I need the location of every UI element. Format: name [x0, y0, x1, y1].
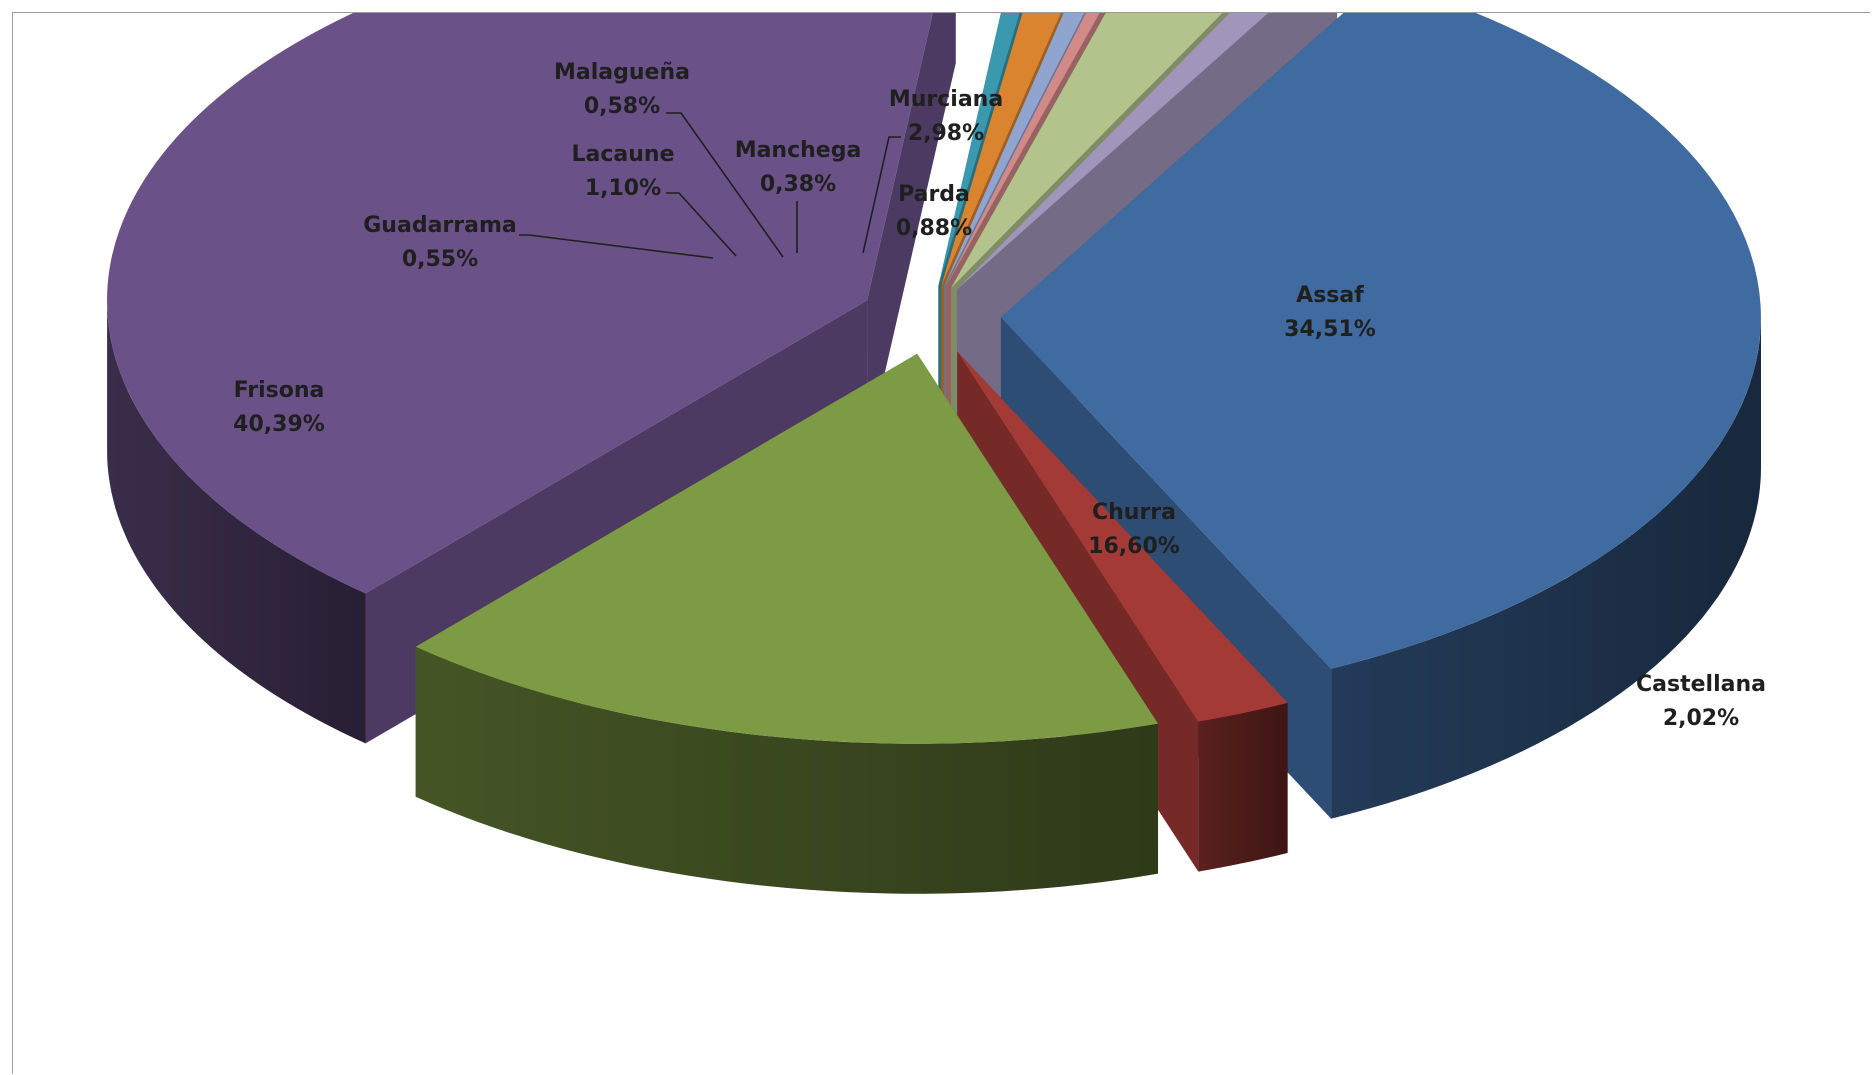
label-name-manchega: Manchega: [735, 138, 862, 163]
label-value-churra: 16,60%: [1088, 534, 1180, 559]
slice-top-castellana: [957, 351, 1288, 722]
label-name-guadarrama: Guadarrama: [363, 213, 516, 238]
label-name-frisona: Frisona: [234, 378, 325, 403]
slice-top-malaguea: [944, 13, 1085, 287]
slice-top-churra: [415, 353, 1158, 744]
leader-lacaune: [666, 192, 737, 257]
label-value-lacaune: 1,10%: [585, 176, 661, 201]
label-value-murciana: 2,98%: [908, 121, 984, 146]
slice-assaf: [1000, 13, 1761, 819]
label-name-parda: Parda: [898, 182, 970, 207]
label-value-manchega: 0,38%: [760, 172, 836, 197]
label-name-malaguena: Malagueña: [554, 60, 690, 85]
label-name-churra: Churra: [1092, 500, 1176, 525]
slice-wall-shade-assaf: [1331, 317, 1761, 819]
slice-wall-shade-churra: [415, 646, 1158, 894]
slice-wall-shade-frisona: [107, 300, 366, 744]
slice-wall-shade-castellana: [1198, 702, 1288, 872]
label-name-lacaune: Lacaune: [572, 142, 675, 167]
label-name-assaf: Assaf: [1296, 283, 1364, 308]
label-value-parda: 0,88%: [896, 216, 972, 241]
data-labels: Assaf 34,51% Castellana 2,02% Churra 16,…: [233, 60, 1766, 731]
slice-top-guadarrama: [938, 13, 1020, 287]
chart-area: Assaf 34,51% Castellana 2,02% Churra 16,…: [12, 12, 1870, 1074]
label-leaders: [519, 112, 901, 259]
label-name-castellana: Castellana: [1636, 672, 1766, 697]
slice-top-frisona: [107, 13, 933, 594]
leader-murciana: [862, 136, 901, 254]
label-value-malaguena: 0,58%: [584, 94, 660, 119]
label-value-guadarrama: 0,55%: [402, 247, 478, 272]
label-value-assaf: 34,51%: [1284, 317, 1376, 342]
pie-slices: [107, 13, 1761, 894]
leader-malaguena: [666, 112, 784, 258]
label-name-murciana: Murciana: [889, 87, 1003, 112]
label-value-frisona: 40,39%: [233, 412, 325, 437]
slice-top-assaf: [1000, 13, 1761, 669]
label-value-castellana: 2,02%: [1663, 706, 1739, 731]
leader-guadarrama: [519, 234, 714, 259]
pie-chart: Assaf 34,51% Castellana 2,02% Churra 16,…: [107, 13, 1766, 894]
slice-top-murciana: [951, 13, 1223, 288]
slice-churra: [415, 353, 1159, 894]
slice-side-end-frisona: [867, 13, 956, 451]
